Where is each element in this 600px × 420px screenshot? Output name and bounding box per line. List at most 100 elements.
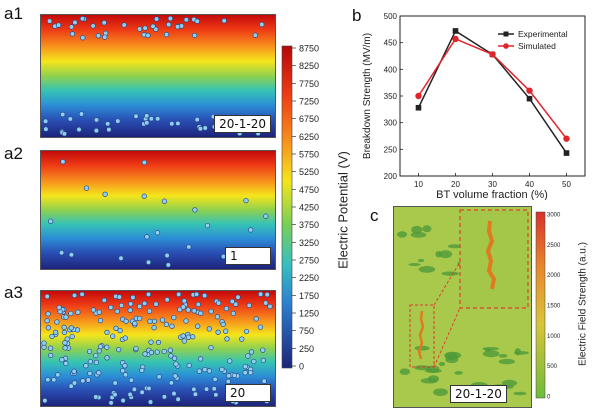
particle [90, 307, 97, 313]
particle [248, 349, 255, 355]
particle [264, 291, 270, 298]
field-spot [433, 388, 448, 396]
particle [206, 326, 212, 332]
particle [83, 363, 89, 369]
particle [42, 397, 48, 404]
particle [144, 120, 150, 126]
particle [49, 333, 55, 340]
particle [110, 333, 116, 339]
colorbar-tick-label: 0 [299, 362, 304, 372]
colorbar-field-label: Electric Field Strength (a.u.) [577, 242, 589, 366]
particle [76, 126, 82, 133]
particle [215, 329, 221, 335]
particle [95, 33, 102, 39]
colorbar-tick-label: 6250 [299, 132, 319, 142]
particle [145, 291, 152, 298]
particle [87, 370, 93, 377]
particle [195, 301, 201, 308]
particle [123, 318, 129, 324]
particle [242, 363, 248, 370]
particle [61, 329, 68, 336]
particle [185, 307, 191, 313]
particle [105, 121, 111, 127]
particle [97, 343, 104, 350]
field-spot [414, 345, 430, 351]
panel-label-c: c [370, 206, 379, 225]
particle [243, 197, 249, 204]
particle [196, 368, 203, 374]
particle [113, 325, 119, 331]
panel-label-a3: a3 [4, 283, 23, 302]
particle [106, 126, 112, 133]
legend-entry: Simulated [518, 41, 556, 51]
particle [167, 15, 174, 22]
particle [142, 351, 148, 357]
particle [146, 385, 152, 392]
particle [180, 333, 186, 339]
particle [261, 378, 267, 384]
particle [227, 358, 233, 364]
particle [183, 318, 189, 324]
particle [235, 294, 241, 300]
particle [147, 318, 153, 325]
particle [168, 380, 175, 386]
particle [260, 357, 266, 364]
field-spot [438, 361, 446, 367]
particle [231, 372, 238, 379]
colorbar-tick-label: 4250 [299, 203, 319, 213]
particle [156, 374, 162, 380]
particle [154, 349, 160, 355]
particle [68, 383, 74, 389]
particles-a1 [42, 15, 265, 137]
particle [174, 24, 181, 30]
particle [47, 345, 54, 351]
particle [108, 304, 114, 311]
particle [161, 198, 168, 204]
x-tick-label: 40 [525, 180, 534, 189]
colorbar-tick-label: 1750 [299, 291, 319, 301]
particle [193, 291, 200, 297]
particle [226, 373, 232, 379]
particle [176, 291, 182, 298]
zoom-source-box [409, 304, 435, 368]
particle [141, 159, 148, 166]
particle [224, 336, 230, 342]
particle [139, 389, 145, 395]
particle [201, 292, 208, 299]
particle [171, 355, 178, 361]
particle [221, 18, 227, 24]
particle [45, 377, 51, 383]
particle [223, 305, 230, 312]
particle [153, 301, 159, 307]
particle [122, 335, 128, 341]
colorbar-tick-label: 5750 [299, 150, 319, 160]
colorbar-tick-label: 500 [547, 364, 558, 370]
particle [191, 32, 198, 39]
particle [146, 308, 153, 314]
particle [257, 324, 264, 330]
particle [145, 32, 151, 39]
particle [141, 193, 147, 199]
particle [108, 400, 114, 406]
field-spot [445, 356, 459, 364]
particle [127, 391, 133, 398]
particle [208, 344, 214, 351]
particle [93, 127, 100, 134]
particle [197, 356, 204, 362]
colorbar-tick-label: 2000 [547, 273, 561, 279]
particle [155, 116, 161, 122]
field-spot [484, 348, 491, 352]
y-tick-label: 250 [384, 145, 398, 154]
particle [252, 32, 258, 38]
particle [191, 386, 197, 392]
particle [155, 339, 162, 346]
particle [204, 222, 211, 229]
particle [54, 319, 60, 325]
particle [192, 391, 199, 397]
particle [219, 366, 225, 373]
breakdown-chart: 200 250 300 350 400 450 500 10 20 30 40 50 Experime… [362, 12, 586, 200]
particle [247, 369, 254, 376]
colorbar-tick-label: 7250 [299, 97, 319, 107]
particle [71, 380, 78, 386]
particle [68, 325, 74, 331]
